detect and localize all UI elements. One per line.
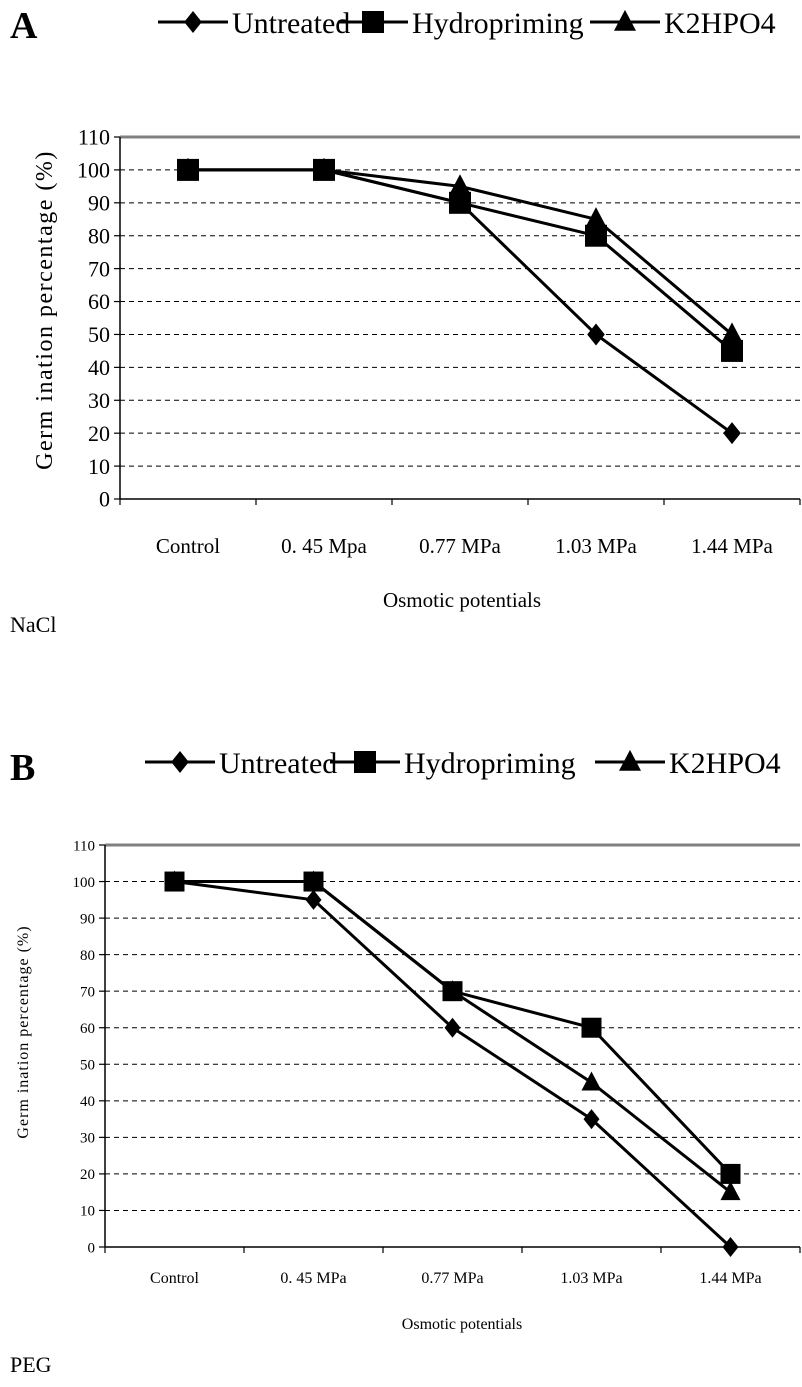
data-point-untreated: [583, 1109, 600, 1130]
legend-label: Untreated: [232, 7, 350, 40]
x-axis-label: Osmotic potentials: [383, 588, 541, 612]
diamond-icon: [184, 11, 202, 33]
y-tick-label: 60: [80, 1021, 95, 1037]
panel-label: B: [10, 747, 35, 789]
legend-label: K2HPO4: [669, 747, 781, 780]
x-tick-label: 0.77 MPa: [419, 534, 501, 558]
data-point-k2hpo4: [720, 1181, 741, 1201]
y-tick-label: 10: [80, 1204, 95, 1220]
legend-label: K2HPO4: [664, 7, 776, 40]
x-tick-label: 1.44 MPa: [691, 534, 773, 558]
x-tick-label: Control: [150, 1270, 199, 1287]
data-point-k2hpo4: [585, 207, 607, 229]
panel-note: NaCl: [10, 612, 56, 637]
x-tick-labels: Control 0. 45 MPa 0.77 MPa 1.03 MPa 1.44 MPa: [150, 1270, 762, 1287]
triangle-icon: [619, 749, 641, 771]
x-tick-label: 0. 45 MPa: [280, 1270, 346, 1287]
y-tick-label: 90: [80, 911, 95, 927]
x-axis-label: Osmotic potentials: [402, 1316, 522, 1333]
data-point-k2hpo4: [164, 870, 185, 890]
square-icon: [354, 751, 376, 773]
y-tick-label: 40: [88, 355, 110, 380]
y-tick-label: 20: [80, 1167, 95, 1183]
x-tick-label: 1.03 MPa: [560, 1270, 622, 1287]
y-tick-label: 50: [80, 1058, 95, 1074]
data-point-hydropriming: [720, 1163, 741, 1184]
square-icon: [362, 11, 384, 33]
y-tick-label: 0: [88, 1240, 96, 1256]
data-point-hydropriming: [585, 224, 607, 247]
y-tick-label: 10: [88, 454, 110, 479]
y-tick-label: 30: [80, 1131, 95, 1147]
gridlines: [120, 135, 800, 467]
panel-a: A Untreated Hydropriming K2HPO4 0 10 20 30 40 5…: [10, 5, 801, 637]
y-tick-label: 70: [80, 984, 95, 1000]
diamond-icon: [171, 751, 189, 773]
y-tick-label: 80: [88, 223, 110, 248]
axes: [99, 844, 801, 1253]
panel-b: B Untreated Hydropriming K2HPO4 0 10 20 30 40 5…: [10, 747, 801, 1377]
data-point-untreated: [444, 1017, 461, 1038]
y-tick-label: 0: [99, 487, 110, 512]
data-point-k2hpo4: [442, 980, 463, 1000]
legend: Untreated Hydropriming K2HPO4: [145, 747, 781, 780]
data-point-hydropriming: [449, 191, 471, 214]
legend-label: Hydropriming: [404, 747, 576, 780]
y-tick-labels: 0 10 20 30 40 50 60 70 80 90 100 110: [77, 125, 110, 512]
y-tick-label: 100: [73, 875, 96, 891]
x-tick-label: 0.77 MPa: [421, 1270, 483, 1287]
y-tick-label: 110: [73, 838, 95, 854]
panel-note: PEG: [10, 1352, 52, 1377]
data-point-untreated: [305, 889, 322, 910]
series-layer: [164, 870, 741, 1257]
data-point-k2hpo4: [449, 174, 471, 196]
x-tick-label: 1.44 MPa: [699, 1270, 761, 1287]
data-point-k2hpo4: [581, 1071, 602, 1091]
x-tick-labels: Control 0. 45 Mpa 0.77 MPa 1.03 MPa 1.44 MPa: [156, 534, 774, 558]
x-tick-label: Control: [156, 534, 220, 558]
y-tick-label: 40: [80, 1094, 95, 1110]
data-point-untreated: [722, 1237, 739, 1257]
y-tick-label: 60: [88, 289, 110, 314]
data-point-hydropriming: [721, 339, 743, 362]
y-tick-label: 80: [80, 948, 95, 964]
data-point-k2hpo4: [721, 322, 743, 344]
y-tick-label: 30: [88, 388, 110, 413]
data-point-k2hpo4: [313, 157, 335, 179]
y-tick-label: 90: [88, 191, 110, 216]
series-layer: [177, 157, 743, 445]
y-tick-label: 110: [78, 125, 110, 150]
axes: [114, 136, 801, 505]
legend-label: Hydropriming: [412, 7, 584, 40]
x-tick-label: 0. 45 Mpa: [281, 534, 367, 558]
y-axis-label: Germ ination percentage (%): [15, 925, 32, 1138]
y-tick-label: 70: [88, 256, 110, 281]
data-point-k2hpo4: [303, 870, 324, 890]
panel-label: A: [10, 5, 38, 47]
x-tick-label: 1.03 MPa: [555, 534, 637, 558]
triangle-icon: [614, 9, 636, 31]
data-point-untreated: [723, 422, 741, 445]
y-tick-label: 100: [77, 158, 110, 183]
y-tick-label: 50: [88, 322, 110, 347]
data-point-hydropriming: [581, 1017, 602, 1038]
gridlines: [105, 843, 800, 1211]
y-tick-label: 20: [88, 421, 110, 446]
y-tick-labels: 0 10 20 30 40 50 60 70 80 90 100 110: [73, 838, 96, 1256]
data-point-k2hpo4: [177, 157, 199, 179]
legend-label: Untreated: [219, 747, 337, 780]
legend: Untreated Hydropriming K2HPO4: [158, 7, 776, 40]
data-point-untreated: [587, 323, 605, 346]
y-axis-label: Germ ination percentage (%): [32, 150, 58, 470]
